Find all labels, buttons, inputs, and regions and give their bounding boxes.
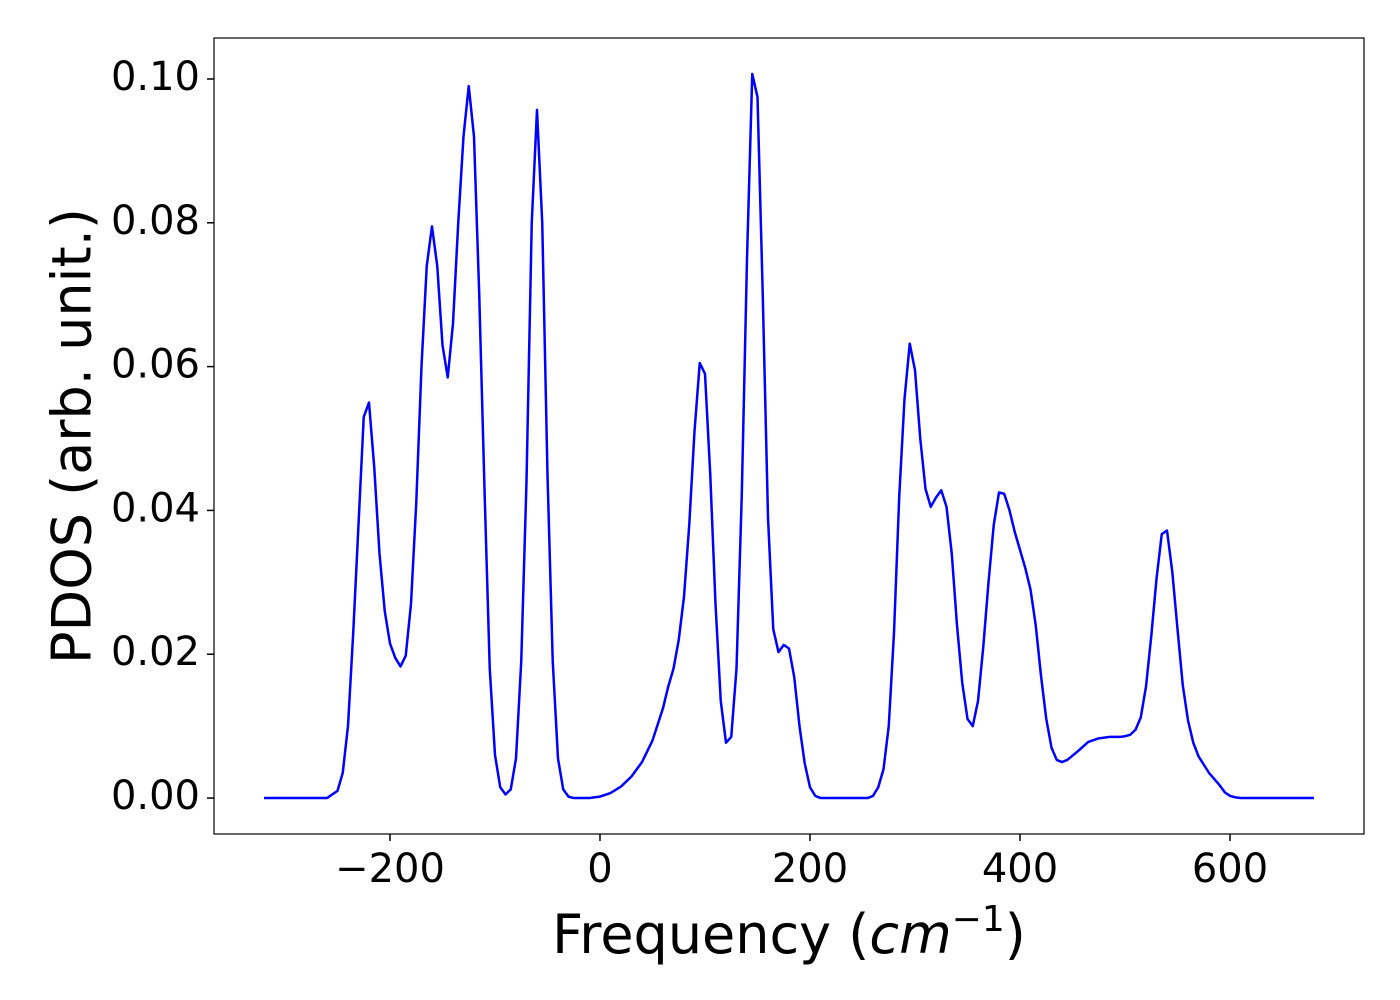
x-tick-label: 200 bbox=[772, 846, 848, 892]
x-tick-label: −200 bbox=[335, 846, 445, 892]
plot-frame bbox=[213, 37, 1365, 835]
y-tick-label: 0.08 bbox=[111, 198, 200, 244]
y-tick-label: 0.06 bbox=[111, 342, 200, 388]
x-label-part: cm bbox=[869, 903, 951, 966]
x-label-part: Frequency ( bbox=[552, 903, 869, 966]
x-axis-label: Frequency (cm−1) bbox=[552, 899, 1026, 966]
x-label-part: ) bbox=[1005, 903, 1026, 966]
y-tick-label: 0.04 bbox=[111, 485, 200, 531]
y-tick-label: 0.10 bbox=[111, 54, 200, 100]
y-tick-label: 0.00 bbox=[111, 773, 200, 819]
x-tick-label: 600 bbox=[1192, 846, 1268, 892]
x-tick-label: 0 bbox=[587, 846, 612, 892]
y-axis-label: PDOS (arb. unit.) bbox=[41, 208, 104, 664]
x-tick-label: 400 bbox=[982, 846, 1058, 892]
x-label-part: −1 bbox=[952, 899, 1005, 940]
y-tick-label: 0.02 bbox=[111, 629, 200, 675]
pdos-line bbox=[263, 72, 1315, 800]
